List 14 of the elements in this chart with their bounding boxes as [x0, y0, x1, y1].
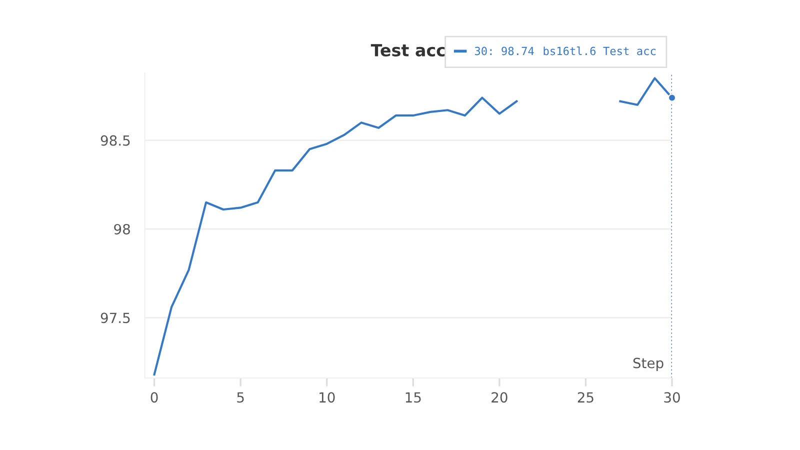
y-tick-label: 98 — [114, 224, 130, 234]
x-tick-label: 5 — [237, 392, 244, 403]
text: bs16tl.6 Test acc — [544, 46, 656, 56]
x-tick-label: 30 — [664, 392, 680, 403]
y-tick-label: 97.5 — [100, 312, 130, 324]
chart-title: Test acc — [370, 44, 445, 56]
x-tick-label: 15 — [406, 392, 421, 403]
x-tick-label: 10 — [320, 392, 335, 403]
x-tick-label: 0 — [150, 392, 158, 403]
x-axis-title: Step — [633, 358, 664, 371]
x-tick-label: 25 — [578, 392, 594, 403]
y-tick-label: 98.5 — [100, 135, 130, 146]
text: 30: 98.74 — [474, 46, 534, 56]
x-tick-label: 20 — [492, 392, 508, 403]
